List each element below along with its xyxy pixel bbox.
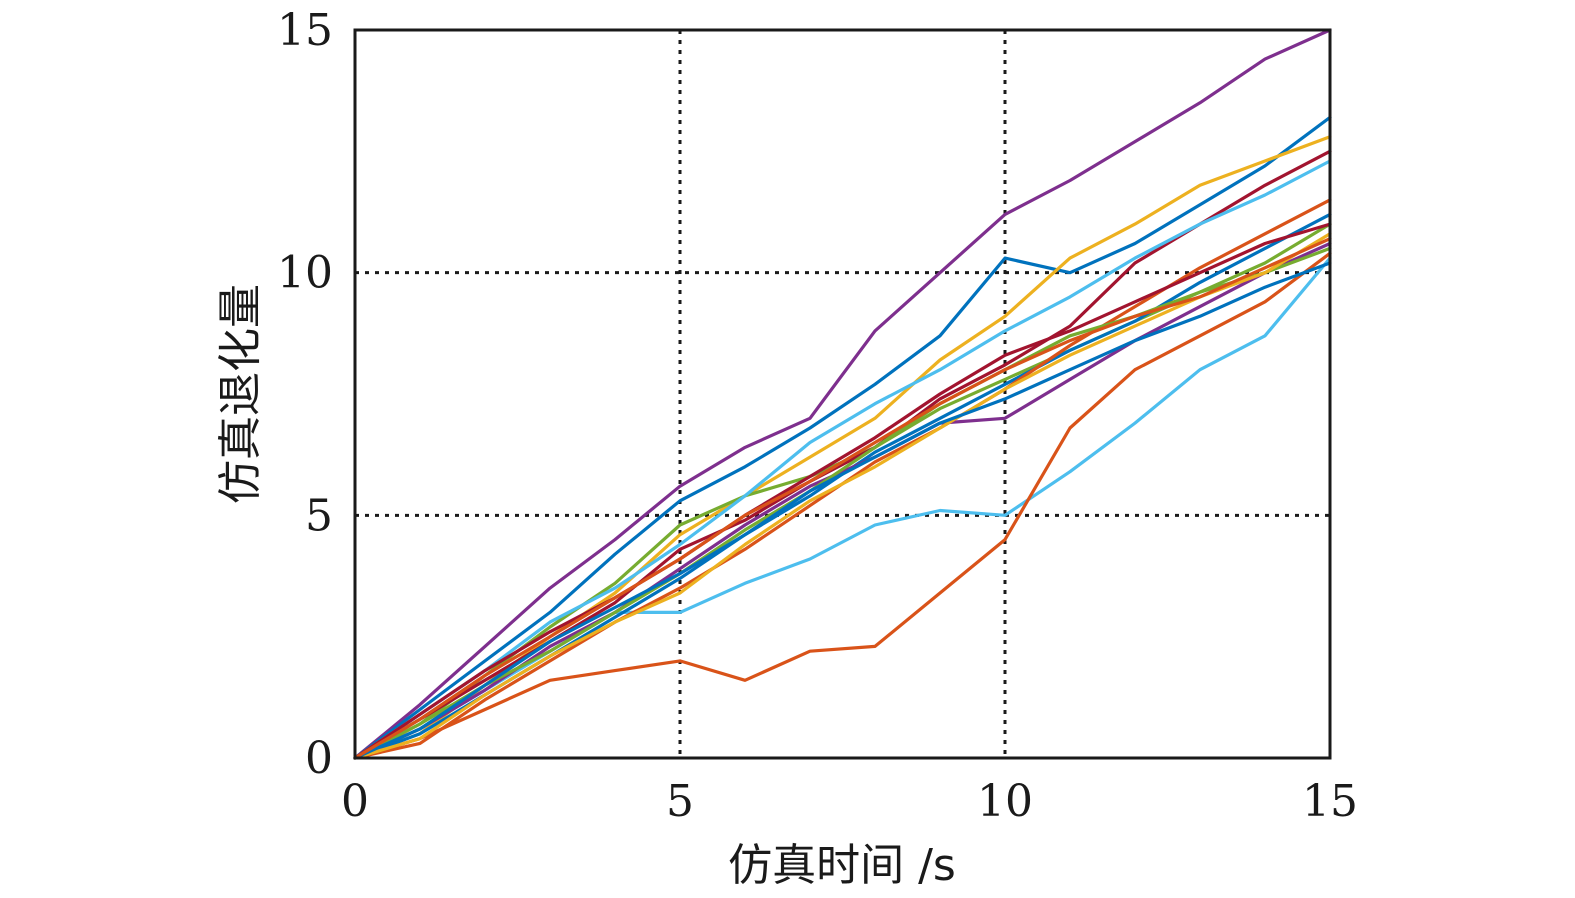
series-line-2 (353, 115, 1332, 760)
y-tick-label: 10 (277, 248, 333, 299)
x-axis-title: 仿真时间 /s (728, 840, 956, 891)
x-tick-label: 0 (341, 776, 369, 827)
series-line-11 (353, 159, 1332, 760)
series-line-16 (353, 237, 1332, 760)
y-tick-label: 5 (305, 490, 333, 541)
series-line-3 (353, 256, 1332, 760)
series-line-13 (353, 232, 1332, 760)
grid (355, 30, 1330, 758)
x-tick-label: 5 (666, 776, 694, 827)
x-tick-labels: 0 5 10 15 (341, 776, 1358, 827)
series-line-7 (353, 149, 1332, 760)
series-line-15 (353, 261, 1332, 760)
series-line-14 (353, 222, 1332, 760)
y-axis-title: 仿真退化量 (215, 284, 266, 504)
y-tick-label: 15 (277, 5, 333, 56)
x-tick-label: 10 (977, 776, 1033, 827)
series-group (353, 28, 1332, 760)
y-tick-labels: 0 5 10 15 (277, 5, 333, 784)
x-tick-label: 15 (1302, 776, 1358, 827)
y-tick-label: 0 (305, 733, 333, 784)
series-line-4 (353, 251, 1332, 760)
series-line-1 (353, 28, 1332, 760)
plot-frame (353, 28, 1332, 760)
series-line-12 (353, 246, 1332, 760)
